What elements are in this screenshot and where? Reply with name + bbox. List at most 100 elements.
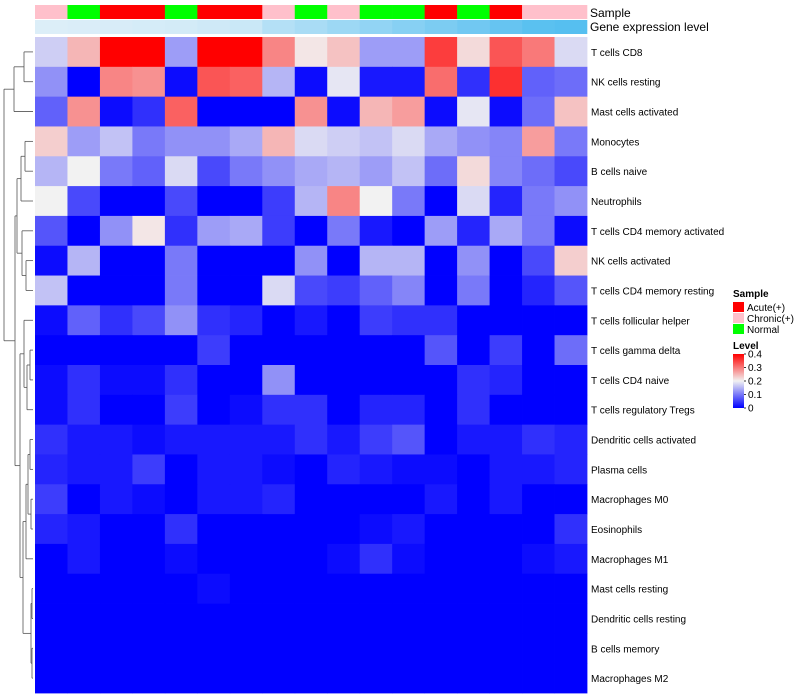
heatmap-cell <box>35 156 68 187</box>
heatmap-cell <box>424 603 458 634</box>
heatmap-cell <box>392 275 426 306</box>
heatmap-cell <box>359 126 393 157</box>
heatmap-cell <box>327 454 361 485</box>
heatmap-cell <box>392 66 426 98</box>
heatmap-cell <box>554 514 588 545</box>
heatmap-cell <box>35 37 68 68</box>
heatmap-cell <box>67 543 101 575</box>
heatmap-cell <box>197 156 231 187</box>
heatmap-cell <box>424 633 458 664</box>
heatmap-cell <box>327 126 361 157</box>
sample-annotation-cell <box>229 5 263 19</box>
heatmap-cell <box>99 156 133 187</box>
sample-annotation-cell <box>99 5 133 19</box>
heatmap-cell <box>229 66 263 98</box>
heatmap-cell <box>554 454 588 485</box>
heatmap-cell <box>262 454 296 485</box>
heatmap-cell <box>457 394 490 426</box>
heatmap-cell <box>489 663 523 694</box>
heatmap-cell <box>522 245 555 276</box>
heatmap-cell <box>229 96 263 127</box>
heatmap-cell <box>489 633 523 664</box>
heatmap-cell <box>132 66 166 98</box>
heatmap-cell <box>99 663 133 694</box>
heatmap-cell <box>132 186 166 217</box>
heatmap-cell <box>392 543 426 575</box>
heatmap-cell <box>327 573 361 604</box>
heatmap-cell <box>522 573 555 604</box>
heatmap-cell <box>99 126 133 157</box>
heatmap-cell <box>359 66 393 98</box>
heatmap-cell <box>392 186 426 217</box>
heatmap-cell <box>489 37 523 68</box>
heatmap-cell <box>327 603 361 634</box>
heatmap-cell <box>262 365 296 396</box>
legend-entry-label: Normal <box>747 325 779 336</box>
heatmap-cell <box>392 126 426 157</box>
heatmap-cell <box>294 543 328 575</box>
expression-annotation-cell <box>457 20 490 34</box>
heatmap-cell <box>294 335 328 366</box>
heatmap-cell <box>554 663 588 694</box>
heatmap-cell <box>392 514 426 545</box>
row-label: Dendritic cells activated <box>591 436 696 447</box>
heatmap-cell <box>229 186 263 217</box>
heatmap-cell <box>424 394 458 426</box>
expression-annotation-cell <box>489 20 523 34</box>
legend-level-colorbar <box>733 354 744 408</box>
heatmap-cell <box>164 454 198 485</box>
heatmap-cell <box>197 245 231 276</box>
sample-annotation-cell <box>164 5 198 19</box>
heatmap-cell <box>489 215 523 247</box>
heatmap-cell <box>67 454 101 485</box>
expression-annotation-cell <box>294 20 328 34</box>
heatmap-cell <box>522 126 555 157</box>
heatmap-cell <box>35 365 68 396</box>
heatmap-cell <box>262 335 296 366</box>
heatmap-cell <box>457 663 490 694</box>
heatmap-cell <box>164 156 198 187</box>
heatmap-cell <box>294 424 328 455</box>
heatmap-cell <box>197 394 231 426</box>
sample-annotation-cell <box>424 5 458 19</box>
heatmap-cell <box>99 96 133 127</box>
heatmap-cell <box>197 514 231 545</box>
heatmap-cell <box>554 66 588 98</box>
heatmap-cell <box>197 305 231 336</box>
legend-sample-title: Sample <box>733 289 769 300</box>
heatmap-cell <box>132 215 166 247</box>
heatmap-cell <box>132 96 166 127</box>
heatmap-cell <box>522 305 555 336</box>
row-label: Eosinophils <box>591 525 642 536</box>
heatmap-cell <box>132 633 166 664</box>
row-label: T cells follicular helper <box>591 316 690 327</box>
heatmap-cell <box>359 543 393 575</box>
heatmap-cell <box>35 245 68 276</box>
heatmap-cell <box>294 663 328 694</box>
heatmap-cell <box>35 275 68 306</box>
row-label: B cells memory <box>591 644 659 655</box>
heatmap-cell <box>67 186 101 217</box>
heatmap-cell <box>457 603 490 634</box>
heatmap-cell <box>35 603 68 634</box>
row-label: T cells gamma delta <box>591 346 681 357</box>
heatmap-cell <box>67 96 101 127</box>
row-label: Macrophages M2 <box>591 674 669 685</box>
heatmap-cell <box>262 66 296 98</box>
heatmap-cell <box>522 186 555 217</box>
heatmap-cell <box>35 126 68 157</box>
heatmap-cell <box>197 275 231 306</box>
heatmap-cell <box>197 454 231 485</box>
heatmap-cell <box>67 484 101 515</box>
heatmap-cell <box>294 186 328 217</box>
heatmap-cell <box>392 96 426 127</box>
heatmap-cell <box>67 126 101 157</box>
expression-annotation-cell <box>359 20 393 34</box>
heatmap-cell <box>457 156 490 187</box>
heatmap-cell <box>197 424 231 455</box>
heatmap-cell <box>554 245 588 276</box>
heatmap-cell <box>164 245 198 276</box>
heatmap-cell <box>457 424 490 455</box>
heatmap-cell <box>489 484 523 515</box>
heatmap-cell <box>457 335 490 366</box>
